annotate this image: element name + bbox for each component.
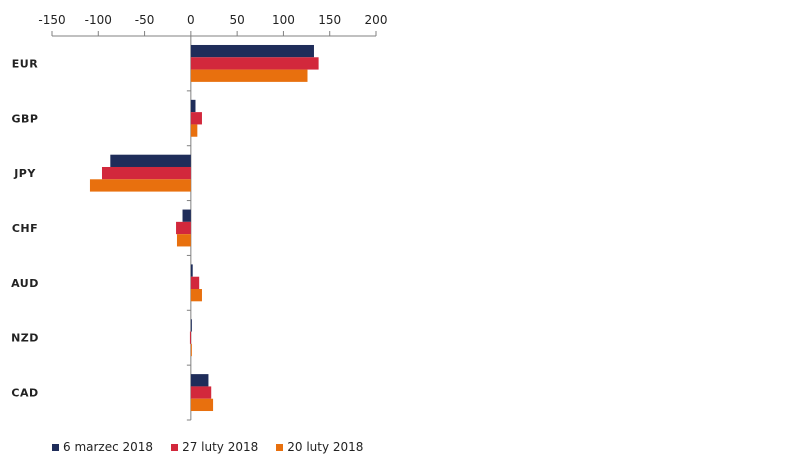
category-label: JPY bbox=[13, 167, 36, 180]
legend-swatch bbox=[171, 443, 179, 451]
legend-label: 20 luty 2018 bbox=[287, 440, 364, 454]
bar-eur-series-3 bbox=[190, 69, 308, 82]
bar-jpy-series-1 bbox=[110, 154, 191, 167]
bar-nzd-series-2 bbox=[189, 331, 191, 344]
bar-cad-series-1 bbox=[190, 374, 209, 387]
bar-nzd-series-1 bbox=[190, 319, 192, 332]
x-tick-label: -100 bbox=[85, 13, 112, 27]
legend-item: 20 luty 2018 bbox=[276, 440, 363, 454]
legend-swatch bbox=[276, 443, 284, 451]
bar-jpy-series-3 bbox=[89, 179, 191, 192]
bar-cad-series-3 bbox=[190, 398, 214, 412]
legend: 6 marzec 2018 27 luty 2018 20 luty 2018 bbox=[52, 440, 363, 454]
x-tick-label: 150 bbox=[318, 13, 341, 27]
bar-nzd-series-3 bbox=[190, 343, 192, 357]
bar-chf-series-3 bbox=[176, 234, 191, 247]
legend-item: 27 luty 2018 bbox=[171, 440, 258, 454]
legend-label: 6 marzec 2018 bbox=[63, 440, 154, 454]
category-label: AUD bbox=[11, 277, 39, 290]
x-tick-label: 100 bbox=[272, 13, 295, 27]
category-axis: EUR GBP JPY CHF AUD NZD CAD bbox=[11, 35, 192, 421]
x-tick-label: -150 bbox=[38, 13, 65, 27]
bar-eur-series-1 bbox=[190, 44, 314, 58]
category-label: NZD bbox=[11, 332, 39, 345]
x-axis: -150 -100 -50 0 50 100 150 200 bbox=[38, 13, 388, 37]
x-tick-label: 0 bbox=[187, 13, 195, 27]
bar-eur-series-2 bbox=[190, 57, 319, 70]
category-label: GBP bbox=[12, 112, 39, 125]
x-tick-label: 50 bbox=[230, 13, 245, 27]
bar-cad-series-2 bbox=[190, 386, 212, 399]
bar-gbp-series-1 bbox=[190, 99, 196, 113]
bar-aud-series-1 bbox=[190, 264, 193, 277]
legend-label: 27 luty 2018 bbox=[182, 440, 259, 454]
bar-chf-series-2 bbox=[176, 221, 191, 235]
legend-swatch bbox=[52, 443, 59, 451]
x-tick-label: -50 bbox=[135, 13, 155, 27]
category-label: CAD bbox=[11, 387, 38, 400]
bar-jpy-series-2 bbox=[101, 166, 191, 180]
bar-gbp-series-3 bbox=[190, 124, 198, 137]
bars bbox=[89, 44, 319, 412]
bar-gbp-series-2 bbox=[190, 112, 202, 125]
bar-aud-series-2 bbox=[190, 276, 200, 290]
category-label: EUR bbox=[12, 57, 38, 70]
category-label: CHF bbox=[12, 222, 38, 235]
x-tick-label: 200 bbox=[365, 13, 388, 27]
bar-chf-series-1 bbox=[182, 209, 191, 222]
bar-aud-series-3 bbox=[190, 289, 202, 302]
legend-item: 6 marzec 2018 bbox=[52, 440, 153, 454]
